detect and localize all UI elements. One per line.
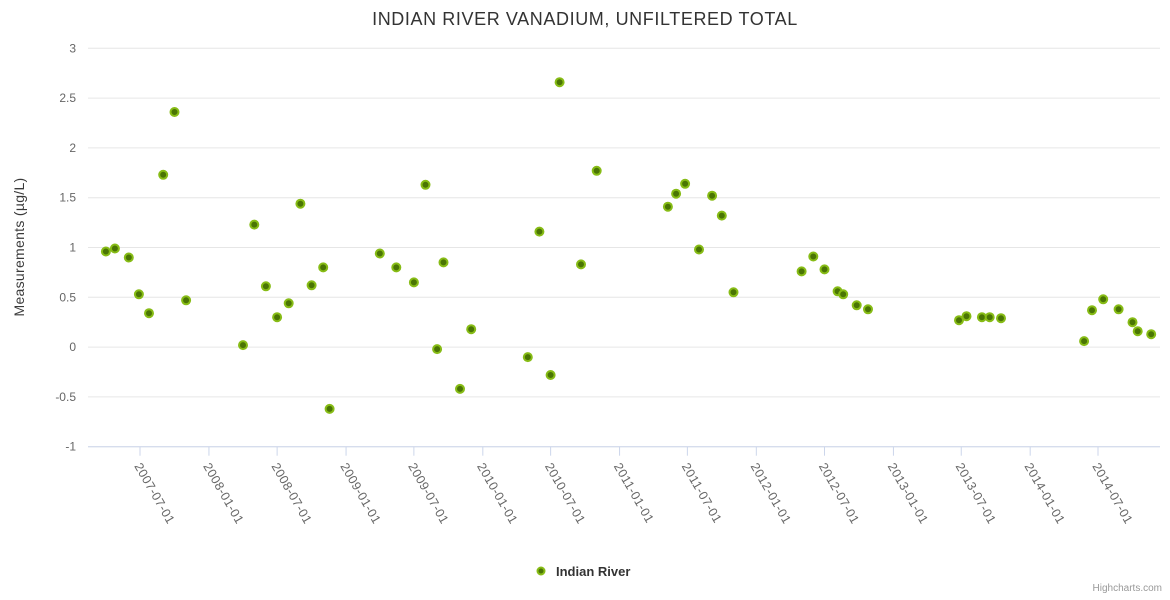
data-point[interactable] bbox=[728, 287, 739, 298]
data-point[interactable] bbox=[283, 298, 294, 309]
y-axis-labels: 3 2.5 2 1.5 1 0.5 0 -0.5 -1 bbox=[55, 41, 76, 453]
data-point[interactable] bbox=[123, 252, 134, 263]
y-tick-label: 2.5 bbox=[59, 91, 76, 105]
data-point[interactable] bbox=[576, 259, 586, 270]
x-tick-label: 2012-07-01 bbox=[816, 461, 862, 527]
data-point[interactable] bbox=[671, 188, 682, 199]
data-point[interactable] bbox=[707, 190, 718, 201]
data-point[interactable] bbox=[295, 198, 306, 209]
data-point[interactable] bbox=[863, 304, 873, 315]
data-point[interactable] bbox=[1127, 317, 1138, 328]
data-point[interactable] bbox=[680, 178, 691, 189]
x-tick-label: 2014-01-01 bbox=[1022, 461, 1068, 527]
legend-item[interactable]: Indian River bbox=[536, 564, 631, 579]
x-tick-label: 2008-01-01 bbox=[200, 461, 246, 527]
y-tick-label: 0.5 bbox=[59, 290, 76, 304]
data-point[interactable] bbox=[1113, 304, 1124, 315]
data-point[interactable] bbox=[954, 315, 964, 326]
data-point[interactable] bbox=[238, 340, 248, 351]
data-point[interactable] bbox=[306, 280, 317, 291]
data-point[interactable] bbox=[694, 244, 704, 255]
data-point[interactable] bbox=[554, 77, 565, 88]
data-point[interactable] bbox=[996, 313, 1006, 324]
data-point[interactable] bbox=[169, 107, 180, 117]
data-point[interactable] bbox=[984, 312, 995, 323]
data-point[interactable] bbox=[374, 248, 385, 259]
data-point[interactable] bbox=[1079, 336, 1090, 347]
data-point[interactable] bbox=[1087, 305, 1097, 316]
data-point[interactable] bbox=[1132, 326, 1143, 337]
data-point[interactable] bbox=[545, 370, 556, 380]
data-point[interactable] bbox=[819, 264, 830, 275]
x-tick-label: 2010-01-01 bbox=[474, 461, 520, 527]
gridlines bbox=[88, 47, 1160, 448]
legend-label: Indian River bbox=[556, 564, 630, 579]
y-tick-label: 1.5 bbox=[59, 191, 76, 205]
data-point[interactable] bbox=[324, 403, 335, 414]
y-tick-label: -1 bbox=[65, 440, 76, 454]
data-point[interactable] bbox=[100, 246, 111, 257]
data-point[interactable] bbox=[249, 219, 260, 230]
x-tick-label: 2009-01-01 bbox=[337, 461, 383, 527]
data-point[interactable] bbox=[260, 281, 271, 292]
x-tick-label: 2014-07-01 bbox=[1089, 461, 1135, 527]
x-tick-label: 2011-07-01 bbox=[679, 461, 725, 526]
data-point[interactable] bbox=[851, 300, 862, 311]
y-tick-label: 1 bbox=[69, 241, 76, 255]
data-point[interactable] bbox=[318, 262, 329, 273]
data-point[interactable] bbox=[109, 243, 120, 254]
data-point[interactable] bbox=[534, 226, 545, 237]
x-tick-label: 2013-07-01 bbox=[953, 461, 999, 527]
x-tick-label: 2013-01-01 bbox=[885, 461, 931, 527]
y-tick-label: 2 bbox=[69, 141, 76, 155]
credits-link[interactable]: Highcharts.com bbox=[1093, 583, 1162, 594]
x-axis-labels: 2007-07-01 2008-01-01 2008-07-01 2009-01-01… bbox=[131, 461, 1135, 527]
data-point[interactable] bbox=[522, 352, 533, 363]
series-points bbox=[100, 77, 1157, 414]
data-point[interactable] bbox=[961, 311, 972, 322]
data-point[interactable] bbox=[716, 210, 727, 221]
y-tick-label: -0.5 bbox=[55, 390, 76, 404]
data-point[interactable] bbox=[408, 277, 419, 288]
legend-marker-icon bbox=[536, 566, 546, 576]
data-point[interactable] bbox=[808, 251, 819, 262]
y-tick-label: 0 bbox=[69, 340, 76, 354]
data-point[interactable] bbox=[432, 344, 443, 355]
data-point[interactable] bbox=[144, 308, 154, 319]
data-point[interactable] bbox=[1146, 329, 1157, 340]
data-point[interactable] bbox=[181, 295, 192, 306]
data-point[interactable] bbox=[158, 169, 169, 180]
data-point[interactable] bbox=[420, 179, 431, 190]
x-tick-label: 2010-07-01 bbox=[542, 461, 588, 527]
chart-title: INDIAN RIVER VANADIUM, UNFILTERED TOTAL bbox=[372, 9, 798, 29]
data-point[interactable] bbox=[438, 257, 449, 268]
x-tick-label: 2008-07-01 bbox=[269, 461, 315, 527]
data-point[interactable] bbox=[796, 266, 807, 277]
data-point[interactable] bbox=[591, 165, 602, 176]
data-point[interactable] bbox=[1098, 294, 1109, 305]
data-point[interactable] bbox=[391, 262, 402, 273]
y-axis-title: Measurements (µg/L) bbox=[11, 177, 27, 316]
data-point[interactable] bbox=[466, 324, 477, 335]
data-point[interactable] bbox=[133, 289, 144, 300]
x-axis bbox=[88, 446, 1160, 456]
y-tick-label: 3 bbox=[69, 41, 76, 55]
x-tick-label: 2011-01-01 bbox=[611, 461, 657, 526]
data-point[interactable] bbox=[455, 383, 465, 394]
x-tick-label: 2012-01-01 bbox=[748, 461, 794, 527]
x-tick-label: 2009-07-01 bbox=[405, 461, 451, 527]
x-tick-label: 2007-07-01 bbox=[131, 461, 177, 527]
data-point[interactable] bbox=[662, 201, 673, 212]
data-point[interactable] bbox=[272, 312, 283, 323]
data-point[interactable] bbox=[838, 289, 849, 300]
